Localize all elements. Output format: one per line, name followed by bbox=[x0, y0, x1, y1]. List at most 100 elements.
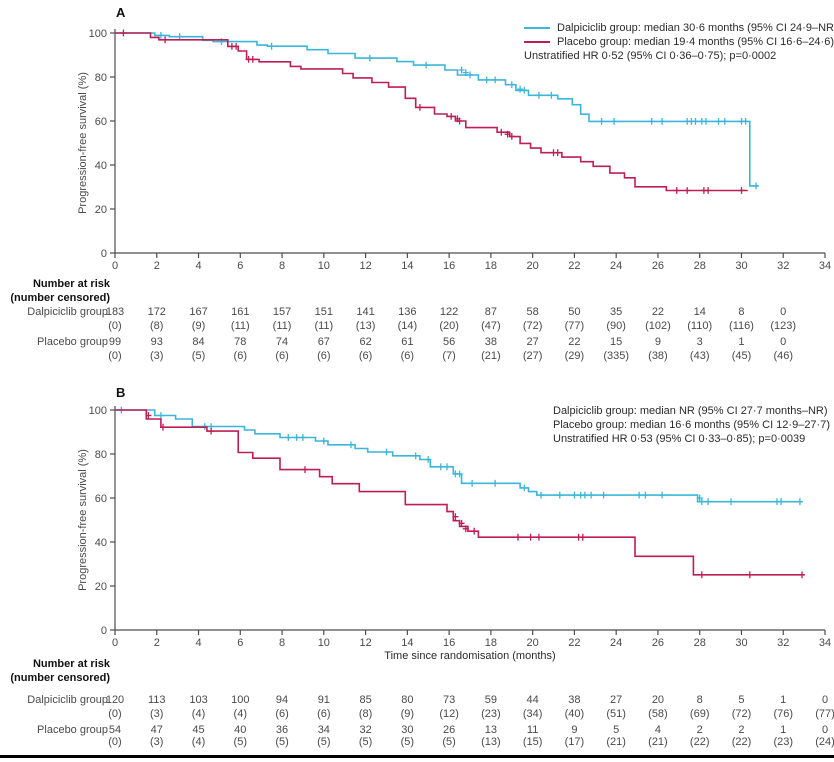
x-tick-label: 0 bbox=[112, 637, 118, 649]
dalpiciclib-censor-mark bbox=[508, 81, 515, 89]
placebo-censor-mark bbox=[535, 533, 542, 541]
x-tick-label: 12 bbox=[359, 637, 371, 649]
censored-count: (5) bbox=[191, 350, 206, 362]
censored-count: (5) bbox=[233, 736, 248, 748]
risk-count: 30 bbox=[401, 724, 414, 736]
dalpiciclib-censor-mark bbox=[600, 491, 607, 499]
number-censored-header-b: (number censored) bbox=[10, 672, 110, 684]
risk-count: 26 bbox=[442, 724, 456, 736]
risk-count: 1 bbox=[738, 336, 745, 348]
placebo-censor-mark bbox=[554, 149, 561, 157]
risk-count: 87 bbox=[484, 306, 497, 318]
placebo-censor-mark bbox=[160, 423, 166, 431]
legend-label: Dalpiciclib group: median NR (95% CI 27·… bbox=[553, 405, 828, 417]
dalpiciclib-censor-mark bbox=[753, 182, 760, 190]
censored-count: (27) bbox=[522, 350, 543, 362]
risk-count: 44 bbox=[526, 694, 539, 706]
placebo-line-swatch bbox=[524, 41, 550, 43]
risk-count: 99 bbox=[108, 336, 122, 348]
dalpiciclib-censor-mark bbox=[176, 33, 183, 41]
placebo-censor-mark bbox=[448, 113, 455, 120]
placebo-curve bbox=[115, 409, 805, 576]
legend-label: Placebo group: median 16·6 months (95% C… bbox=[553, 419, 830, 431]
placebo-censor-mark bbox=[302, 466, 308, 473]
placebo-censor-mark bbox=[799, 571, 805, 579]
censored-count: (29) bbox=[564, 350, 585, 362]
x-tick-label: 30 bbox=[735, 260, 747, 272]
risk-count: 9 bbox=[571, 724, 578, 736]
dalpiciclib-censor-mark bbox=[293, 434, 300, 441]
dalpiciclib-censor-mark bbox=[796, 498, 803, 506]
censored-count: (38) bbox=[648, 350, 668, 362]
censored-count: (9) bbox=[191, 320, 206, 332]
risk-count: 36 bbox=[275, 724, 289, 736]
legend-entry: Dalpiciclib group: median 30·6 months (9… bbox=[524, 21, 834, 35]
censored-count: (23) bbox=[773, 736, 794, 748]
y-tick-label: 80 bbox=[95, 72, 107, 84]
risk-count: 5 bbox=[613, 724, 620, 736]
risk-count: 103 bbox=[189, 694, 208, 706]
dalpiciclib-censor-mark bbox=[692, 118, 699, 125]
y-tick-label: 40 bbox=[95, 160, 107, 172]
censored-count: (21) bbox=[481, 350, 501, 362]
censored-count: (6) bbox=[317, 708, 331, 720]
x-tick-label: 32 bbox=[777, 637, 789, 649]
risk-count: 78 bbox=[234, 336, 247, 348]
placebo-censor-mark bbox=[249, 56, 256, 63]
placebo-censor-mark bbox=[504, 130, 511, 138]
censored-count: (0) bbox=[108, 736, 122, 748]
risk-count: 113 bbox=[147, 694, 166, 706]
risk-count: 62 bbox=[359, 336, 372, 348]
x-tick-label: 16 bbox=[443, 260, 455, 272]
dalpiciclib-censor-mark bbox=[521, 484, 528, 492]
dalpiciclib-line-swatch bbox=[524, 27, 550, 29]
dalpiciclib-censor-mark bbox=[659, 118, 666, 125]
dalpiciclib-censor-mark bbox=[728, 498, 734, 506]
censored-count: (123) bbox=[770, 320, 797, 332]
number-censored-header-a: (number censored) bbox=[10, 292, 110, 304]
placebo-censor-mark bbox=[498, 128, 505, 136]
x-tick-label: 18 bbox=[485, 260, 497, 272]
risk-count: 50 bbox=[568, 306, 581, 318]
censored-count: (90) bbox=[606, 320, 626, 332]
placebo-censor-mark bbox=[705, 187, 712, 194]
risk-count: 54 bbox=[108, 724, 122, 736]
risk-count: 2 bbox=[738, 724, 745, 736]
censored-count: (51) bbox=[606, 708, 626, 720]
x-tick-label: 26 bbox=[652, 637, 664, 649]
legend-label: Placebo group: median 19·4 months (95% C… bbox=[557, 36, 834, 48]
risk-count: 93 bbox=[150, 336, 163, 348]
risk-count: 32 bbox=[359, 724, 372, 736]
y-tick-label: 100 bbox=[89, 405, 107, 417]
placebo-censor-mark bbox=[738, 187, 745, 194]
dalpiciclib-censor-mark bbox=[517, 85, 524, 93]
censored-count: (43) bbox=[689, 350, 710, 362]
legend-entry: Placebo group: median 16·6 months (95% C… bbox=[553, 418, 830, 432]
risk-count: 8 bbox=[738, 306, 745, 318]
y-tick-label: 0 bbox=[101, 248, 107, 260]
censored-count: (102) bbox=[645, 320, 671, 332]
y-tick-label: 0 bbox=[101, 625, 107, 637]
censored-count: (13) bbox=[481, 736, 501, 748]
dalpiciclib-censor-mark bbox=[348, 441, 354, 449]
legend-a: Dalpiciclib group: median 30·6 months (9… bbox=[524, 21, 834, 63]
x-tick-label: 30 bbox=[735, 637, 747, 649]
x-tick-label: 20 bbox=[527, 637, 539, 649]
dalpiciclib-censor-mark bbox=[467, 71, 473, 79]
x-tick-label: 28 bbox=[694, 260, 706, 272]
censored-count: (4) bbox=[191, 736, 206, 748]
censored-count: (6) bbox=[275, 350, 289, 362]
risk-count: 38 bbox=[484, 336, 497, 348]
hazard-ratio-annotation: Unstratified HR 0·52 (95% CI 0·36–0·75);… bbox=[524, 49, 834, 63]
risk-row-label: Dalpiciclib group bbox=[27, 306, 108, 318]
risk-count: 5 bbox=[738, 694, 745, 706]
censored-count: (23) bbox=[481, 708, 501, 720]
y-tick-label: 20 bbox=[95, 204, 107, 216]
censored-count: (47) bbox=[481, 320, 501, 332]
legend-label: Dalpiciclib group: median 30·6 months (9… bbox=[557, 22, 834, 34]
risk-count: 94 bbox=[275, 694, 289, 706]
x-tick-label: 4 bbox=[195, 260, 201, 272]
censored-count: (3) bbox=[150, 736, 164, 748]
